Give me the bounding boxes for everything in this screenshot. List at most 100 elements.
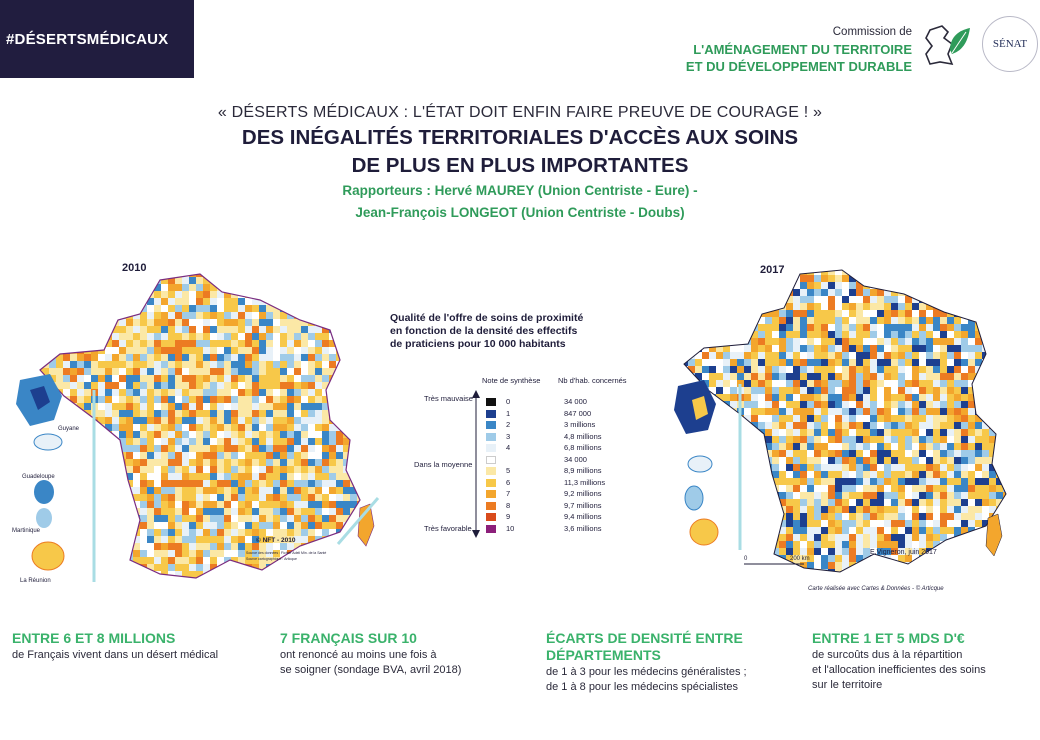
legend-col-hab: Nb d'hab. concernés (558, 376, 627, 385)
map-2017: 0 200 km E.Vigneron, juin 2017 Carte réa… (674, 269, 1007, 592)
rapporteurs-line-1: Rapporteurs : Hervé MAUREY (Union Centri… (342, 183, 698, 198)
stat-1-text: de Français vivent dans un désert médica… (12, 649, 219, 661)
stat-3-text-1: de 1 à 3 pour les médecins généralistes … (546, 666, 747, 678)
stat-2-text-1: ont renoncé au moins une fois à (280, 649, 437, 661)
legend-swatch (486, 490, 496, 498)
legend-hab: 3 millions (564, 420, 596, 429)
legend-swatch (486, 455, 496, 464)
legend-hab: 9,2 millions (564, 489, 602, 498)
map-2010-source-2: Source cartographique : Articque (246, 557, 297, 561)
legend-hab: 34 000 (564, 397, 587, 406)
legend-hab: 34 000 (564, 454, 587, 464)
legend-hab: 4,8 millions (564, 431, 602, 441)
reunion-shape (31, 541, 65, 571)
stat-4-head: ENTRE 1 ET 5 MDS D'€ (812, 630, 965, 646)
senat-logo-text: SÉNAT (992, 38, 1028, 50)
label-guadeloupe: Guadeloupe (22, 474, 55, 480)
legend-hab: 9,7 millions (564, 500, 602, 510)
map-2010-corsica-divider (336, 497, 380, 545)
legend-hab: 8,9 millions (564, 466, 602, 475)
scale-0: 0 (744, 556, 748, 562)
legend-label-mid: Dans la moyenne (414, 460, 473, 469)
senat-logo: SÉNAT (982, 16, 1038, 72)
quote-title: « DÉSERTS MÉDICAUX : L'ÉTAT DOIT ENFIN F… (217, 104, 823, 121)
map-2010: Guyane Guadeloupe Martinique La Réunion … (12, 273, 380, 584)
legend-hab: 6,8 millions (564, 443, 602, 452)
title-block: « DÉSERTS MÉDICAUX : L'ÉTAT DOIT ENFIN F… (0, 104, 1040, 222)
map-2010-year: 2010 (122, 262, 147, 274)
commission-title: Commission de L'AMÉNAGEMENT DU TERRITOIR… (686, 24, 912, 75)
main-title-line-2: DE PLUS EN PLUS IMPORTANTES (351, 154, 689, 177)
legend-title-line-3: de praticiens pour 10 000 habitants (390, 338, 566, 350)
legend-hab: 9,4 millions (564, 512, 602, 521)
legend-label-good: Très favorable (424, 524, 472, 533)
label-guyane: Guyane (58, 426, 80, 432)
legend-swatch (486, 409, 496, 418)
legend-note: 0 (506, 397, 511, 406)
guadeloupe-2017-shape (687, 455, 713, 473)
stat-4-text-2: et l'allocation inefficientes des soins (812, 664, 986, 676)
legend-swatch (486, 524, 496, 533)
commission-line-1: Commission de (832, 26, 912, 38)
map-2010-credit: © NFT - 2010 (256, 536, 296, 544)
map-2017-year: 2017 (760, 264, 785, 276)
stat-4-text-3: sur le territoire (812, 679, 883, 691)
legend-swatch (486, 398, 496, 406)
map-2017-cells (684, 270, 1006, 572)
legend-col-note: Note de synthèse (482, 376, 541, 385)
reunion-2017-shape (689, 518, 719, 546)
martinique-shape (36, 508, 52, 528)
stat-3-head-2: DÉPARTEMENTS (546, 647, 661, 663)
rapporteurs-line-2: Jean-François LONGEOT (Union Centriste -… (355, 205, 685, 220)
stat-3: ÉCARTS DE DENSITÉ ENTRE DÉPARTEMENTS de … (546, 630, 747, 695)
guadeloupe-shape (33, 433, 63, 451)
label-martinique: Martinique (12, 528, 41, 534)
legend-title-line-2: en fonction de la densité des effectifs (390, 325, 578, 337)
legend-title-line-1: Qualité de l'offre de soins de proximité (390, 312, 584, 324)
map-2010-source: Source des données : Fichier Adeli Min. … (246, 551, 326, 555)
legend-hab: 3,6 millions (564, 523, 602, 533)
legend-table: Note de synthèse Nb d'hab. concernés Trè… (390, 376, 630, 546)
stat-1: ENTRE 6 ET 8 MILLIONS de Français vivent… (12, 630, 218, 663)
legend-hab: 11,3 millions (564, 477, 606, 487)
map-2017-credit: E.Vigneron, juin 2017 (870, 549, 937, 556)
legend-note: 5 (506, 466, 511, 475)
guyane-2017-inner (692, 396, 708, 420)
legend-note: 7 (506, 489, 511, 498)
corsica-2017 (985, 513, 1003, 557)
label-reunion: La Réunion (20, 578, 51, 584)
legend-note: 8 (506, 500, 511, 510)
legend-note: 2 (506, 420, 511, 429)
map-2017-source: Carte réalisée avec Cartes & Données - ©… (808, 585, 944, 592)
commission-line-2: L'AMÉNAGEMENT DU TERRITOIRE (693, 42, 912, 57)
legend-label-bad: Très mauvaise (424, 394, 473, 403)
legend-swatch (486, 501, 496, 510)
legend-arrow-icon (472, 390, 480, 538)
commission-line-3: ET DU DÉVELOPPEMENT DURABLE (685, 59, 912, 74)
hashtag-banner: #DÉSERTSMÉDICAUX (0, 0, 194, 78)
legend-title: Qualité de l'offre de soins de proximité… (390, 312, 640, 351)
stat-1-head: ENTRE 6 ET 8 MILLIONS (12, 630, 176, 646)
map-2010-cells (40, 274, 360, 578)
legend-note: 9 (506, 512, 511, 521)
legend-note: 1 (506, 408, 511, 418)
legend-swatch (486, 513, 496, 521)
legend-swatch (486, 444, 496, 452)
stat-2-text-2: se soigner (sondage BVA, avril 2018) (280, 664, 462, 676)
legend-note: 6 (506, 477, 511, 487)
stat-3-head-1: ÉCARTS DE DENSITÉ ENTRE (546, 630, 743, 646)
main-title-line-1: DES INÉGALITÉS TERRITORIALES D'ACCÈS AUX… (241, 126, 799, 149)
stat-4-text-1: de surcoûts dus à la répartition (812, 649, 963, 661)
stat-3-text-2: de 1 à 8 pour les médecins spécialistes (546, 681, 738, 693)
stat-2: 7 FRANÇAIS SUR 10 ont renoncé au moins u… (280, 630, 461, 678)
legend-swatch (486, 478, 496, 487)
france-leaf-logo-icon (925, 25, 970, 66)
scale-200: 200 km (790, 556, 810, 562)
hashtag-text: #DÉSERTSMÉDICAUX (6, 30, 169, 48)
guadeloupe-2-shape (34, 480, 54, 504)
guyane-inner (30, 386, 50, 410)
legend-swatch (486, 467, 496, 475)
stat-2-head: 7 FRANÇAIS SUR 10 (280, 630, 417, 646)
legend-note: 4 (506, 443, 511, 452)
legend-hab: 847 000 (564, 408, 592, 418)
